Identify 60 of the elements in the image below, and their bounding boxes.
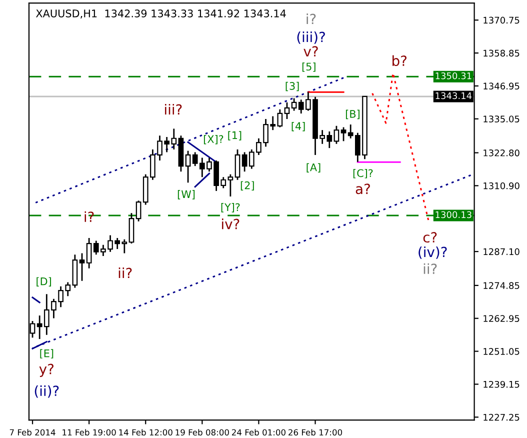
annotation: ii?	[424, 263, 437, 274]
y-tick-label: 1370.75	[484, 16, 520, 24]
annotation: a?	[356, 184, 370, 194]
annotation: i?	[306, 14, 316, 24]
annotation: y?	[39, 364, 54, 377]
candlestick	[334, 125, 340, 145]
x-tick-label: 7 Feb 2014	[10, 429, 56, 436]
y-tick-label: 1310.90	[484, 182, 520, 190]
y-tick-label: 1358.85	[484, 50, 520, 57]
x-tick-label: 19 Feb 08:00	[176, 429, 229, 436]
candlestick	[340, 126, 346, 142]
annotation: (iv)?	[418, 246, 447, 259]
ref-line-label: 1300.13	[436, 211, 472, 218]
candlestick	[86, 237, 92, 270]
candlestick	[128, 212, 134, 244]
candlestick	[136, 200, 142, 222]
annotation: [E]	[40, 349, 54, 358]
annotation: (ii)?	[34, 385, 59, 398]
annotation: v?	[304, 46, 318, 56]
ref-line-label: 1343.14	[436, 92, 472, 100]
annotation: iv?	[222, 218, 240, 230]
annotation: iii?	[165, 104, 182, 115]
annotation: b?	[392, 55, 406, 66]
y-tick-label: 1239.15	[484, 380, 520, 388]
candlestick	[228, 174, 234, 198]
candlestick	[291, 98, 297, 112]
y-tick-label: 1227.25	[484, 414, 520, 421]
annotation: [C]?	[353, 169, 373, 178]
candlestick	[284, 102, 290, 120]
candlestick	[185, 150, 191, 184]
x-tick-label: 24 Feb 01:00	[232, 429, 286, 436]
y-tick-label: 1251.05	[484, 348, 520, 355]
y-tick-label: 1287.10	[484, 248, 520, 256]
annotation: ii?	[118, 268, 132, 278]
annotation: [X]?	[204, 134, 224, 144]
annotation: [4]	[292, 122, 305, 132]
ref-line-label: 1350.31	[436, 72, 472, 80]
y-tick-label: 1262.95	[484, 315, 520, 322]
y-tick-label: 1335.05	[484, 116, 520, 122]
y-tick-label: 1274.85	[484, 282, 520, 289]
annotation: [A]	[306, 163, 320, 172]
x-tick-label: 14 Feb 12:00	[119, 429, 172, 436]
annotation: [5]	[302, 62, 316, 72]
annotation: [W]	[178, 190, 195, 200]
annotation: (iii)?	[297, 31, 325, 44]
annotation: [Y]?	[221, 203, 240, 212]
x-tick-label: 26 Feb 17:00	[288, 429, 342, 436]
annotation: [1]	[228, 131, 242, 140]
candlestick	[79, 252, 85, 282]
y-tick-label: 1346.95	[484, 82, 520, 90]
annotation: [D]	[36, 277, 52, 286]
y-tick-label: 1322.80	[484, 149, 520, 156]
annotation: i?	[84, 211, 94, 222]
annotation: [B]	[346, 110, 360, 120]
text: XAUUSD,H1 1342.39 1343.33 1341.92 1343.14	[36, 10, 286, 18]
annotation: [2]	[240, 181, 254, 190]
candlestick	[234, 148, 240, 181]
annotation: [3]	[286, 82, 299, 92]
x-tick-label: 11 Feb 19:00	[62, 429, 116, 436]
annotation: c?	[423, 232, 437, 243]
